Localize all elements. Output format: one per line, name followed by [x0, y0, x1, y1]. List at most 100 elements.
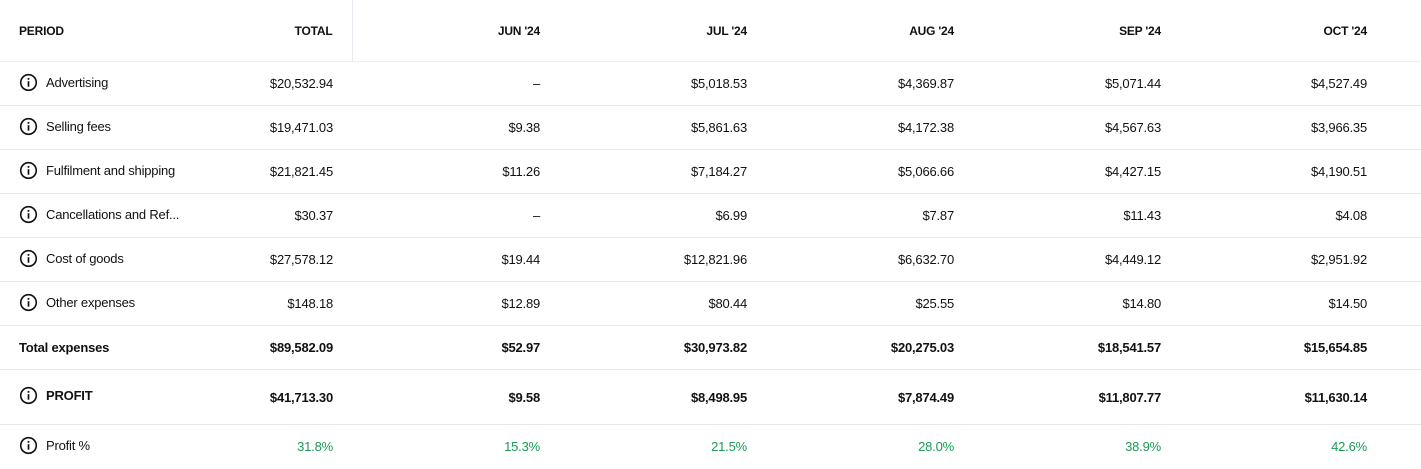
row-label-cell: PROFIT: [0, 369, 240, 425]
value-cell: $41,713.30: [240, 369, 352, 425]
value-cell: $20,275.03: [766, 325, 973, 370]
table-row: Advertising $20,532.94– $5,018.53 $4,369.87…: [0, 61, 1421, 106]
info-icon[interactable]: [19, 161, 38, 180]
value-cell: $7.87: [766, 193, 973, 238]
info-icon[interactable]: [19, 293, 38, 312]
table-row: Fulfilment and shipping $21,821.45 $11.26 $…: [0, 149, 1421, 194]
table-row: Cost of goods $27,578.12 $19.44 $12,821.96 $…: [0, 237, 1421, 282]
value-cell: $4,190.51: [1180, 149, 1421, 194]
value-cell: $11.43: [973, 193, 1180, 238]
value-cell: $4,449.12: [973, 237, 1180, 282]
row-label-cell: Total expenses: [0, 325, 240, 370]
value-cell: 28.0%: [918, 439, 954, 455]
value-cell: $14.80: [973, 281, 1180, 326]
info-icon[interactable]: [19, 249, 38, 268]
table-body: Advertising $20,532.94– $5,018.53 $4,369.87…: [0, 61, 1421, 469]
header-cell: SEP '24: [973, 0, 1180, 62]
value-cell: $30,973.82: [559, 325, 766, 370]
table-row: PROFIT $41,713.30 $9.58 $8,498.95 $7,874.49 $…: [0, 369, 1421, 425]
value-cell: $3,966.35: [1180, 105, 1421, 150]
value-cell: $2,951.92: [1180, 237, 1421, 282]
value-cell: $7,184.27: [559, 149, 766, 194]
info-icon[interactable]: [19, 73, 38, 92]
info-icon[interactable]: [19, 117, 38, 136]
row-label-text: PROFIT: [46, 388, 93, 403]
value-cell: $11.26: [352, 149, 559, 194]
value-cell: $4,427.15: [973, 149, 1180, 194]
header-cell: TOTAL: [240, 0, 353, 62]
value-cell: $8,498.95: [559, 369, 766, 425]
value-cell: $7,874.49: [766, 369, 973, 425]
table-row: Total expenses $89,582.09 $52.97 $30,973.82…: [0, 325, 1421, 370]
value-cell: $19,471.03: [240, 105, 352, 150]
row-label-text: Selling fees: [46, 118, 111, 134]
row-label-cell: Fulfilment and shipping: [0, 149, 240, 194]
value-cell: $30.37: [240, 193, 352, 238]
row-label-text: Advertising: [46, 74, 109, 90]
value-cell: $5,018.53: [559, 61, 766, 106]
row-label-text: Fulfilment and shipping: [46, 162, 176, 178]
value-cell: $4,567.63: [973, 105, 1180, 150]
value-cell: $80.44: [559, 281, 766, 326]
row-label: Total expenses: [19, 340, 109, 355]
value-cell: $148.18: [240, 281, 352, 326]
header-cell: AUG '24: [766, 0, 973, 62]
value-cell: $11,807.77: [973, 369, 1180, 425]
row-label-text: Other expenses: [46, 294, 135, 310]
value-cell: –: [352, 193, 559, 238]
value-cell: $27,578.12: [240, 237, 352, 282]
row-label: Selling fees: [19, 117, 111, 136]
row-label: Fulfilment and shipping: [19, 161, 175, 180]
value-cell: $5,071.44: [973, 61, 1180, 106]
value-cell: $20,532.94: [240, 61, 352, 106]
row-label: PROFIT: [19, 386, 93, 405]
row-label: Cancellations and Ref...: [19, 205, 179, 224]
row-label-text: Profit %: [46, 437, 90, 453]
value-cell: $5,861.63: [559, 105, 766, 150]
header-cell: PERIOD: [0, 0, 240, 62]
header-row: PERIOD TOTAL JUN '24 JUL '24 AUG '24 SEP '24 O…: [0, 0, 1421, 62]
row-label-cell: Selling fees: [0, 105, 240, 150]
value-cell: 21.5%: [711, 439, 747, 455]
value-cell: $11,630.14: [1180, 369, 1421, 425]
value-cell: $4,369.87: [766, 61, 973, 106]
table-row: Selling fees $19,471.03 $9.38 $5,861.63 $4,1…: [0, 105, 1421, 150]
info-icon[interactable]: [19, 436, 38, 455]
row-label-cell: Cancellations and Ref...: [0, 193, 240, 238]
row-label-cell: Advertising: [0, 61, 240, 106]
info-icon[interactable]: [19, 386, 38, 405]
value-cell: $18,541.57: [973, 325, 1180, 370]
table-row: Other expenses $148.18 $12.89 $80.44 $25.55 $…: [0, 281, 1421, 326]
value-cell: $6.99: [559, 193, 766, 238]
row-label-cell: Cost of goods: [0, 237, 240, 282]
value-cell: $4,172.38: [766, 105, 973, 150]
value-cell: $19.44: [352, 237, 559, 282]
value-cell: $52.97: [352, 325, 559, 370]
header-cell: JUL '24: [559, 0, 766, 62]
row-label: Other expenses: [19, 293, 135, 312]
value-cell: $15,654.85: [1180, 325, 1421, 370]
value-cell: $4,527.49: [1180, 61, 1421, 106]
table-row: Cancellations and Ref... $30.37– $6.99 $7.8…: [0, 193, 1421, 238]
row-label: Advertising: [19, 73, 108, 92]
info-icon[interactable]: [19, 205, 38, 224]
value-cell: 42.6%: [1331, 439, 1367, 455]
value-cell: $21,821.45: [240, 149, 352, 194]
row-label-text: Cost of goods: [46, 250, 124, 266]
value-cell: 38.9%: [1125, 439, 1161, 455]
value-cell: 15.3%: [504, 439, 540, 455]
row-label-text: Cancellations and Ref...: [46, 206, 180, 222]
value-cell: $5,066.66: [766, 149, 973, 194]
value-cell: –: [352, 61, 559, 106]
value-cell: $14.50: [1180, 281, 1421, 326]
value-cell: $25.55: [766, 281, 973, 326]
value-cell: $12,821.96: [559, 237, 766, 282]
row-label-text: Total expenses: [19, 340, 110, 355]
row-label: Cost of goods: [19, 249, 124, 268]
value-cell: $4.08: [1180, 193, 1421, 238]
value-cell: $89,582.09: [240, 325, 352, 370]
value-cell: $12.89: [352, 281, 559, 326]
table-row: Profit % 31.8% 15.3% 21.5% 28.0% 38.9% 42.6%: [0, 425, 1421, 469]
value-cell: $9.38: [352, 105, 559, 150]
